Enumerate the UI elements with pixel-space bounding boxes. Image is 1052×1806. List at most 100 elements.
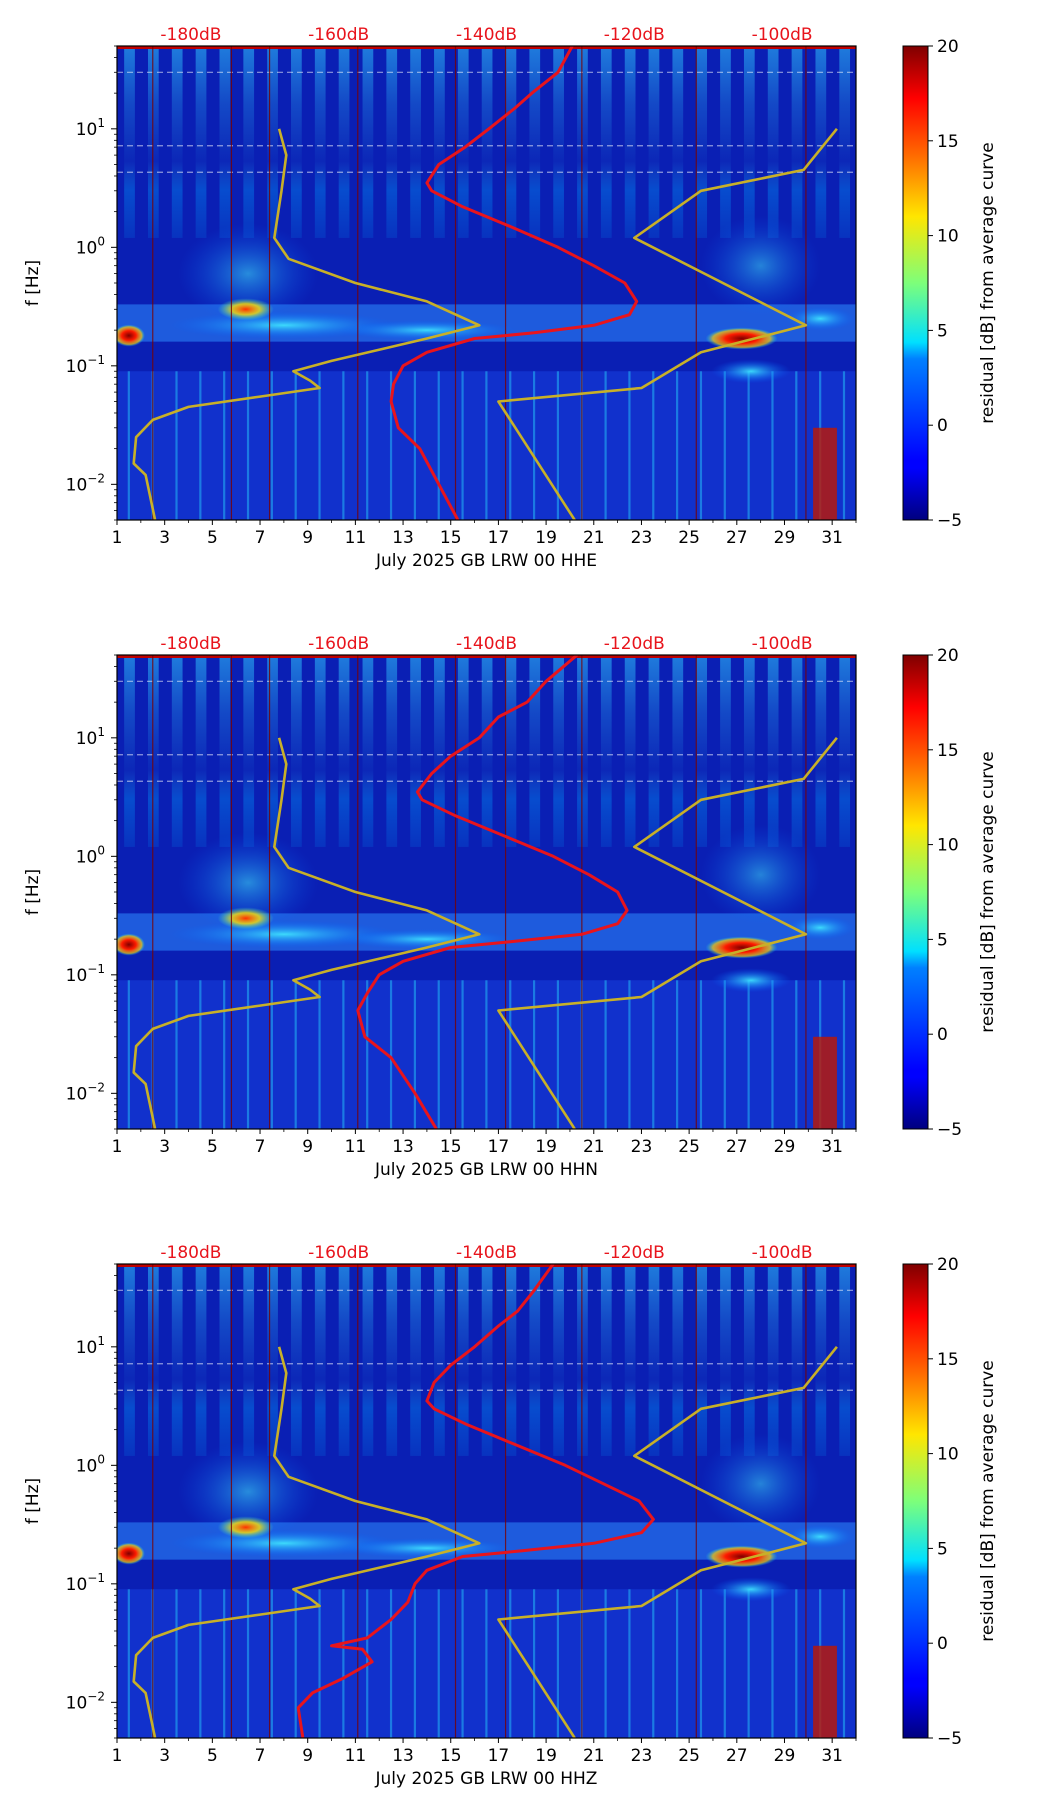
median-curve [356, 655, 629, 1129]
low-freq-stripe [389, 371, 393, 520]
daily-stripe [195, 46, 207, 238]
x-tick-label: 3 [159, 1137, 170, 1157]
daily-stripe [410, 655, 421, 847]
x-tick-label: 15 [440, 1137, 462, 1157]
daily-stripe [791, 46, 803, 238]
daily-stripe [124, 655, 135, 847]
x-tick-label: 7 [255, 528, 266, 548]
db-scale-label: -140dB [456, 1243, 517, 1263]
low-freq-stripe [652, 371, 655, 520]
low-freq-stripe [461, 980, 464, 1129]
daily-stripe [648, 1264, 660, 1456]
low-freq-stripe [318, 980, 321, 1129]
daily-stripe [553, 46, 564, 238]
x-tick-label: 11 [345, 1746, 367, 1766]
median-curve [296, 1264, 655, 1738]
daily-stripe [791, 1264, 803, 1456]
low-freq-stripe [842, 980, 846, 1129]
low-freq-stripe [127, 1589, 130, 1738]
low-freq-stripe [747, 371, 750, 520]
low-freq-stripe [842, 1589, 846, 1738]
low-freq-stripe [509, 1589, 512, 1738]
daily-stripe [243, 46, 255, 238]
low-frequency-band [117, 1589, 856, 1738]
daily-stripe [481, 655, 493, 847]
low-freq-stripe [509, 371, 512, 520]
daily-stripe [171, 1264, 183, 1456]
daily-stripe [743, 655, 755, 847]
daily-stripe [839, 1264, 851, 1456]
colorbar-tick-label: 15 [937, 1350, 959, 1370]
daily-stripe [362, 46, 374, 238]
low-freq-stripe [175, 371, 178, 520]
daily-stripe [410, 1264, 421, 1456]
low-freq-stripe [556, 980, 560, 1129]
x-axis-label: July 2025 GB LRW 00 HHE [375, 551, 597, 571]
x-tick-label: 17 [488, 1746, 510, 1766]
x-tick-label: 13 [392, 1746, 414, 1766]
daily-stripe [505, 46, 517, 238]
storm-plume [700, 824, 821, 925]
y-tick-label: 101 [76, 725, 105, 749]
low-freq-stripe [723, 371, 726, 520]
daily-stripe [529, 655, 541, 847]
daily-stripe [505, 1264, 517, 1456]
low-freq-stripe [461, 1589, 464, 1738]
x-tick-label: 21 [583, 1137, 605, 1157]
daily-stripe [553, 655, 564, 847]
low-freq-stripe [699, 371, 703, 520]
storm-plume [700, 215, 821, 316]
colorbar-tick-label: 5 [937, 930, 948, 950]
hot-spot [217, 298, 274, 321]
colorbar-tick-label: 5 [937, 321, 948, 341]
y-tick-label: 10−1 [66, 962, 105, 986]
x-tick-label: 7 [255, 1746, 266, 1766]
colorbar-tick-label: 20 [937, 646, 959, 666]
low-freq-stripe [270, 1589, 273, 1738]
microseism-blob [336, 320, 517, 341]
low-frequency-band [117, 980, 856, 1129]
low-freq-stripe [628, 980, 631, 1129]
daily-stripe [696, 46, 708, 238]
daily-stripe [386, 46, 398, 238]
x-tick-label: 21 [583, 1746, 605, 1766]
low-freq-stripe [532, 371, 536, 520]
low-freq-stripe [795, 980, 798, 1129]
daily-stripe [195, 1264, 207, 1456]
db-scale-label: -120dB [604, 25, 665, 45]
colorbar-tick-label: 15 [937, 132, 959, 152]
low-freq-stripe [628, 371, 631, 520]
low-freq-stripe [199, 1589, 202, 1738]
colorbar-tick-label: 10 [937, 227, 959, 247]
daily-stripe [171, 46, 183, 238]
colorbar-tick-label: 0 [937, 1634, 948, 1654]
x-tick-label: 7 [255, 1137, 266, 1157]
low-freq-stripe [652, 1589, 655, 1738]
daily-stripe [720, 1264, 731, 1456]
daily-stripe [291, 1264, 302, 1456]
low-freq-stripe [175, 1589, 178, 1738]
x-tick-label: 1 [112, 1746, 123, 1766]
daily-stripe [434, 46, 445, 238]
y-tick-label: 100 [76, 234, 105, 258]
x-tick-label: 5 [207, 1746, 218, 1766]
low-freq-stripe [699, 1589, 703, 1738]
low-freq-stripe [795, 1589, 798, 1738]
daily-stripe [720, 655, 731, 847]
hot-spot [117, 933, 145, 956]
x-tick-label: 29 [774, 1746, 796, 1766]
x-tick-label: 9 [302, 1746, 313, 1766]
low-freq-stripe [747, 1589, 750, 1738]
daily-stripe [124, 1264, 135, 1456]
db-scale-label: -160dB [308, 1243, 369, 1263]
daily-stripe [529, 1264, 541, 1456]
colorbar-tick-label: 5 [937, 1539, 948, 1559]
red-tail [813, 1036, 837, 1129]
low-freq-stripe [199, 980, 202, 1129]
colorbar-tick-label: 0 [937, 1025, 948, 1045]
y-tick-label: 100 [76, 843, 105, 867]
daily-stripe [743, 1264, 755, 1456]
microseism-blob [336, 1538, 517, 1559]
